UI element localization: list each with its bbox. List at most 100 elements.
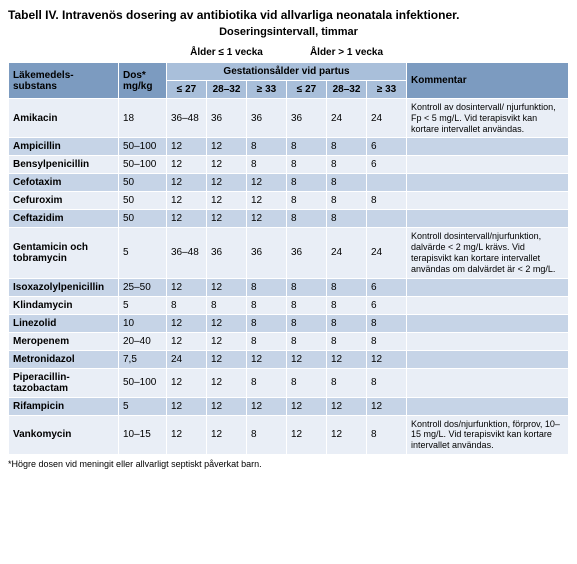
table-row: Ceftazidim5012121288 [9,210,569,228]
cell-interval: 8 [247,314,287,332]
cell-interval: 8 [327,278,367,296]
cell-interval: 12 [207,192,247,210]
cell-interval: 6 [367,138,407,156]
cell-dose: 20–40 [119,332,167,350]
cell-interval: 8 [247,332,287,350]
cell-interval: 8 [287,332,327,350]
cell-dose: 50–100 [119,156,167,174]
cell-substance: Piperacillin-tazobactam [9,368,119,397]
table-row: Meropenem20–4012128888 [9,332,569,350]
gest-col-0: ≤ 27 [167,81,207,99]
table-row: Ampicillin50–10012128886 [9,138,569,156]
table-row: Piperacillin-tazobactam50–10012128888 [9,368,569,397]
cell-substance: Gentamicin och tobramycin [9,228,119,278]
cell-substance: Linezolid [9,314,119,332]
cell-interval: 36 [287,228,327,278]
cell-interval: 8 [327,174,367,192]
cell-interval: 36 [207,228,247,278]
cell-interval: 8 [327,368,367,397]
cell-interval: 6 [367,278,407,296]
cell-interval: 8 [287,278,327,296]
cell-interval: 24 [327,228,367,278]
cell-interval: 24 [367,99,407,138]
cell-interval: 12 [167,174,207,192]
table-title: Tabell IV. Intravenös dosering av antibi… [8,8,569,22]
cell-interval: 8 [327,332,367,350]
gestation-header: Gestationsålder vid partus [167,63,407,81]
cell-interval: 8 [327,138,367,156]
cell-interval [367,210,407,228]
cell-substance: Bensylpenicillin [9,156,119,174]
cell-interval: 24 [167,350,207,368]
cell-substance: Amikacin [9,99,119,138]
cell-interval: 12 [167,138,207,156]
cell-dose: 5 [119,397,167,415]
cell-interval: 12 [167,368,207,397]
cell-comment: Kontroll dos/njurfunktion, förprov, 10–1… [407,415,569,454]
cell-interval: 36 [247,228,287,278]
cell-interval: 6 [367,156,407,174]
cell-substance: Isoxazolylpenicillin [9,278,119,296]
cell-interval: 36 [247,99,287,138]
cell-interval: 8 [247,156,287,174]
cell-interval: 12 [207,368,247,397]
col-dose: Dos*mg/kg [119,63,167,99]
cell-comment [407,278,569,296]
table-row: Amikacin1836–483636362424Kontroll av dos… [9,99,569,138]
cell-interval: 12 [167,415,207,454]
cell-dose: 50–100 [119,138,167,156]
cell-interval: 12 [247,397,287,415]
cell-comment [407,192,569,210]
cell-interval: 12 [167,192,207,210]
cell-interval: 8 [327,314,367,332]
cell-interval: 8 [287,192,327,210]
cell-dose: 50 [119,192,167,210]
age-header-1: Ålder ≤ 1 vecka [167,44,287,63]
table-row: Cefotaxim5012121288 [9,174,569,192]
cell-interval: 8 [367,192,407,210]
cell-comment [407,174,569,192]
age-header-2: Ålder > 1 vecka [287,44,407,63]
table-row: Vankomycin10–151212812128Kontroll dos/nj… [9,415,569,454]
cell-interval: 8 [367,368,407,397]
cell-comment [407,368,569,397]
cell-interval: 8 [367,314,407,332]
cell-interval: 36 [207,99,247,138]
table-row: Linezolid1012128888 [9,314,569,332]
cell-interval: 12 [207,397,247,415]
cell-interval: 12 [167,314,207,332]
cell-interval: 12 [207,314,247,332]
cell-interval: 12 [287,397,327,415]
cell-substance: Cefuroxim [9,192,119,210]
dosing-interval-header: Doseringsintervall, timmar [8,26,569,38]
cell-interval: 36 [287,99,327,138]
cell-substance: Cefotaxim [9,174,119,192]
cell-comment [407,350,569,368]
cell-interval: 12 [287,350,327,368]
cell-substance: Ampicillin [9,138,119,156]
cell-interval: 12 [327,397,367,415]
gest-col-1: 28–32 [207,81,247,99]
cell-dose: 50 [119,174,167,192]
cell-dose: 10 [119,314,167,332]
cell-comment: Kontroll dosintervall/njurfunktion, dalv… [407,228,569,278]
cell-comment: Kontroll av dosintervall/ njurfunktion, … [407,99,569,138]
gest-col-3: ≤ 27 [287,81,327,99]
cell-interval: 12 [367,397,407,415]
cell-comment [407,210,569,228]
gest-col-4: 28–32 [327,81,367,99]
table-footnote: *Högre dosen vid meningit eller allvarli… [8,459,569,469]
dosing-table: Ålder ≤ 1 vecka Ålder > 1 vecka Läkemede… [8,44,569,455]
cell-interval: 12 [247,210,287,228]
cell-interval: 36–48 [167,228,207,278]
cell-substance: Metronidazol [9,350,119,368]
cell-interval: 8 [287,368,327,397]
table-row: Bensylpenicillin50–10012128886 [9,156,569,174]
cell-interval: 12 [207,278,247,296]
cell-interval: 12 [167,156,207,174]
cell-interval: 12 [207,350,247,368]
cell-interval: 8 [287,138,327,156]
cell-substance: Meropenem [9,332,119,350]
cell-interval: 12 [167,332,207,350]
cell-interval: 8 [367,415,407,454]
